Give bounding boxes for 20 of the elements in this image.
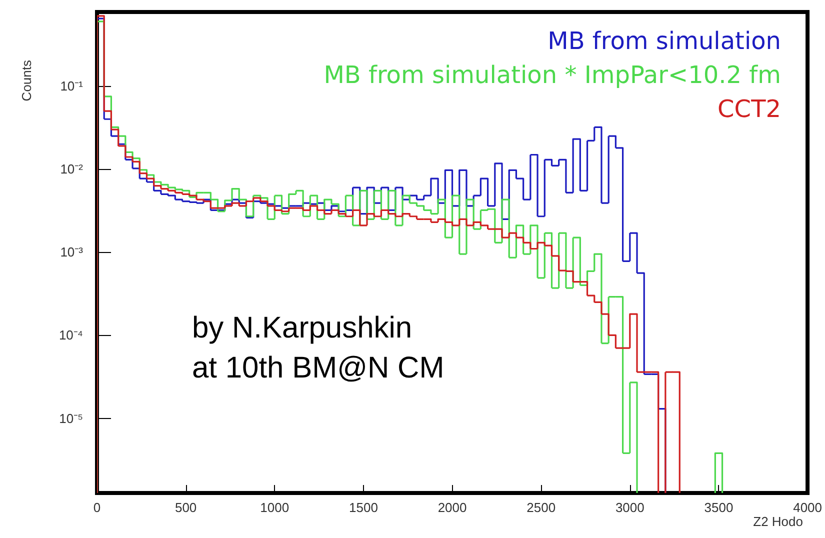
- x-tick-label: 0: [93, 500, 101, 515]
- x-tick-label: 1500: [348, 500, 378, 515]
- x-tick-label: 2500: [526, 500, 556, 515]
- annotation: by N.Karpushkin at 10th BM@N CM: [192, 312, 444, 384]
- x-tick-label: 1000: [260, 500, 290, 515]
- text: CCT2: [718, 95, 781, 123]
- x-tick-label: 4000: [793, 500, 822, 515]
- y-tick-label: 10⁻²: [60, 162, 84, 177]
- x-axis-title: Z2 Hodo: [753, 514, 804, 529]
- y-tick-label: 10⁻⁴: [58, 328, 83, 343]
- y-tick-label: 10⁻³: [60, 244, 84, 260]
- y-tick-label: 10⁻⁵: [59, 410, 83, 426]
- text: MB from simulation: [548, 27, 781, 55]
- x-tick-label: 500: [174, 500, 197, 515]
- x-tick-label: 3000: [615, 500, 644, 515]
- x-tick-label: 2000: [438, 500, 467, 515]
- x-tick-label: 3500: [704, 500, 734, 515]
- y-tick-label: 10⁻¹: [60, 78, 84, 94]
- y-axis-title: Counts: [19, 60, 34, 102]
- text: MB from simulation * ImpPar<10.2 fm: [324, 61, 781, 89]
